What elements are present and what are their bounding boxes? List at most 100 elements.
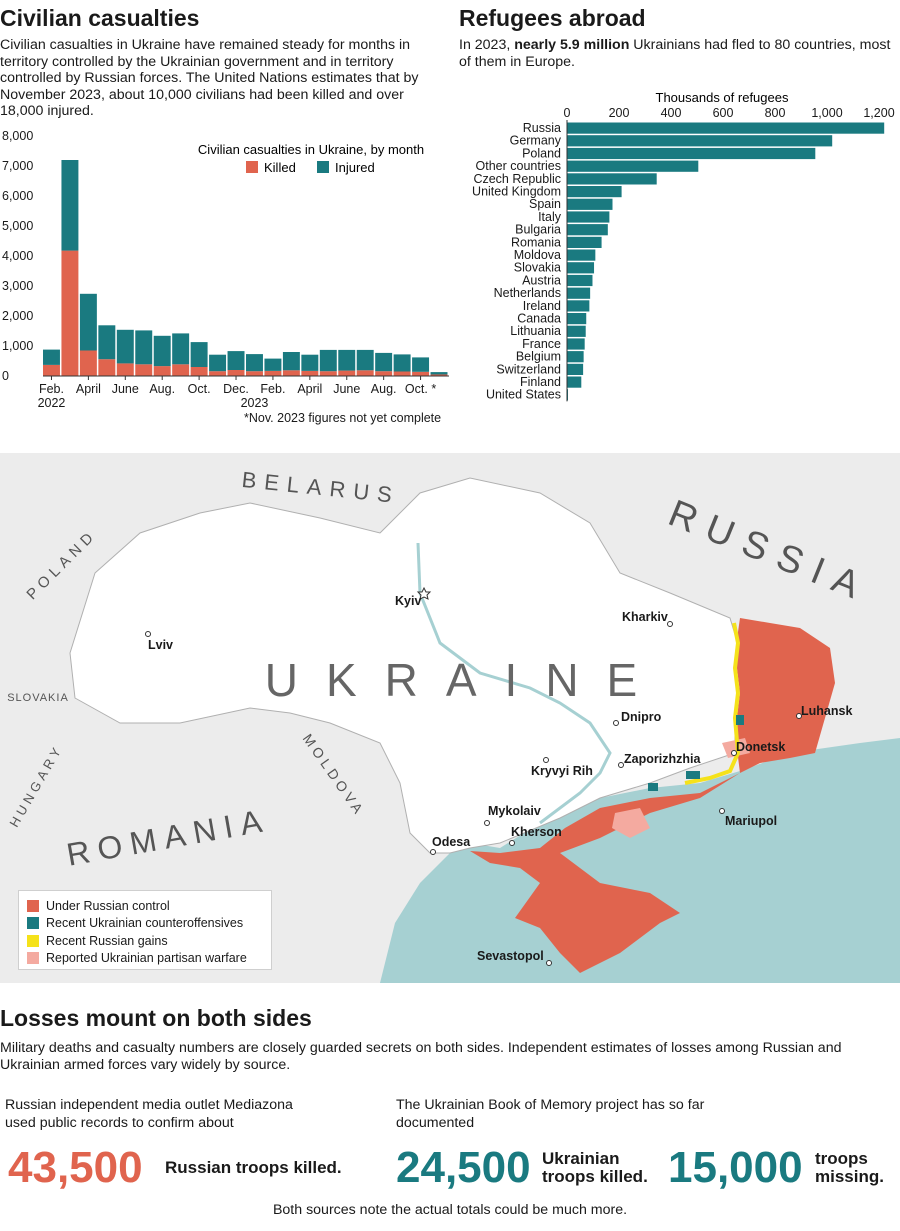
refugees-x-tick: 400 [661, 106, 682, 120]
map-legend: Under Russian control Recent Ukrainian c… [18, 890, 272, 970]
refugees-bar [567, 300, 590, 312]
refugees-x-tick: 800 [765, 106, 786, 120]
bar-killed [412, 371, 430, 376]
refugees-country-label: Netherlands [494, 286, 561, 300]
refugees-country-label: Austria [522, 273, 561, 287]
refugees-bar [567, 313, 587, 325]
casualties-x-year: 2022 [38, 396, 66, 410]
bar-killed [356, 370, 374, 376]
bar-killed [319, 371, 337, 376]
bar-killed [79, 350, 97, 376]
bar-injured [43, 349, 60, 365]
refugees-x-tick: 600 [713, 106, 734, 120]
refugees-country-label: United States [486, 388, 561, 402]
casualties-y-axis: 0 1,000 2,000 3,000 4,000 5,000 6,000 7,000 8,00… [2, 129, 33, 383]
bar-killed [430, 374, 448, 376]
donetsk-dot [731, 750, 737, 756]
russia-source-line-1: Russian independent media outlet Mediazo… [5, 1097, 293, 1113]
casualties-y-tick: 5,000 [2, 219, 33, 233]
counteroffensive-swatch [27, 917, 39, 930]
refugees-country-label: Russia [523, 121, 561, 135]
casualties-chart-title: Civilian casualties in Ukraine, by month [198, 142, 424, 157]
kharkiv-dot [667, 621, 673, 627]
refugees-country-label: Ireland [523, 299, 561, 313]
bar-injured [135, 330, 153, 365]
legend-row-russian-control: Under Russian control [27, 897, 263, 915]
refugees-country-label: Spain [529, 197, 561, 211]
kherson-dot [509, 840, 515, 846]
casualties-bars [43, 160, 449, 377]
bar-killed [282, 370, 300, 376]
city-mykolaiv: Mykolaiv [488, 804, 541, 818]
counteroffensive-areas [648, 715, 744, 791]
russia-killed-number: 43,500 [8, 1143, 143, 1192]
refugees-bar [567, 135, 833, 147]
bar-injured [209, 354, 227, 372]
refugees-bar [567, 122, 885, 134]
casualties-x-tick: June [333, 382, 360, 396]
black-sea [380, 738, 900, 983]
ukraine-missing-label-2: missing. [815, 1167, 884, 1186]
casualties-y-tick: 8,000 [2, 129, 33, 143]
bar-injured [190, 342, 208, 367]
mariupol-dot [719, 808, 725, 814]
bar-killed [153, 366, 171, 376]
bar-injured [301, 354, 319, 371]
refugees-country-label: Germany [510, 134, 562, 148]
russian-gains-frontline [684, 622, 741, 785]
bar-killed [190, 367, 208, 376]
refugees-country-label: Bulgaria [515, 223, 561, 237]
casualties-footnote: *Nov. 2023 figures not yet complete [244, 411, 442, 425]
bar-injured [61, 160, 79, 251]
refugees-country-label: Canada [517, 312, 561, 326]
refugees-country-label: Czech Republic [473, 172, 561, 186]
bar-injured [375, 352, 393, 372]
kyiv-star [416, 586, 432, 600]
ukraine-killed-label-2: troops killed. [542, 1167, 648, 1186]
ukraine-source-line-2: documented [396, 1115, 475, 1131]
casualties-y-tick: 4,000 [2, 249, 33, 263]
refugees-bar [567, 147, 816, 160]
legend-row-russian-gains: Recent Russian gains [27, 932, 263, 950]
casualties-y-tick: 3,000 [2, 279, 33, 293]
bar-killed [209, 371, 227, 376]
dnipro-dot [613, 720, 619, 726]
casualties-x-tick: Dec. [223, 382, 249, 396]
ukraine-killed-number: 24,500 [396, 1143, 531, 1192]
refugees-country-label: Switzerland [496, 362, 561, 376]
refugees-title: Refugees abroad [459, 5, 646, 31]
bar-killed [393, 371, 411, 376]
refugees-country-label: Other countries [476, 159, 561, 173]
casualties-y-tick: 1,000 [2, 339, 33, 353]
casualties-title: Civilian casualties [0, 5, 200, 31]
casualties-x-tick: April [297, 382, 322, 396]
bar-injured [430, 372, 448, 375]
refugees-x-axis: 0 200 400 600 800 1,000 1,200 [564, 106, 895, 120]
ukraine-source-line-1: The Ukrainian Book of Memory project has… [396, 1097, 705, 1113]
bar-injured [356, 349, 374, 371]
luhansk-dot [796, 713, 802, 719]
city-kherson: Kherson [511, 825, 562, 839]
refugees-country-label: Italy [538, 210, 562, 224]
kryvyi-rih-dot [543, 757, 549, 763]
bar-injured [79, 293, 97, 351]
losses-intro: Military deaths and casualty numbers are… [0, 1040, 842, 1073]
bar-injured [282, 352, 300, 371]
mykolaiv-dot [484, 820, 490, 826]
casualties-x-tick: Feb. [260, 382, 285, 396]
russian-control-swatch [27, 899, 39, 912]
legend-killed-label: Killed [264, 160, 296, 175]
city-kharkiv: Kharkiv [622, 610, 668, 624]
city-dnipro: Dnipro [621, 710, 662, 724]
refugees-bar [567, 262, 595, 274]
losses-title: Losses mount on both sides [0, 1005, 312, 1031]
casualties-x-tick: Aug. [149, 382, 175, 396]
refugees-bar [567, 338, 585, 350]
refugees-bar [567, 173, 657, 185]
casualties-x-tick: April [76, 382, 101, 396]
casualties-x-axis: Feb. April June Aug. Oct. Dec. Feb. April June Au… [38, 376, 436, 410]
bar-killed [61, 250, 79, 376]
casualties-x-tick: Oct. [188, 382, 211, 396]
bar-injured [98, 325, 116, 360]
